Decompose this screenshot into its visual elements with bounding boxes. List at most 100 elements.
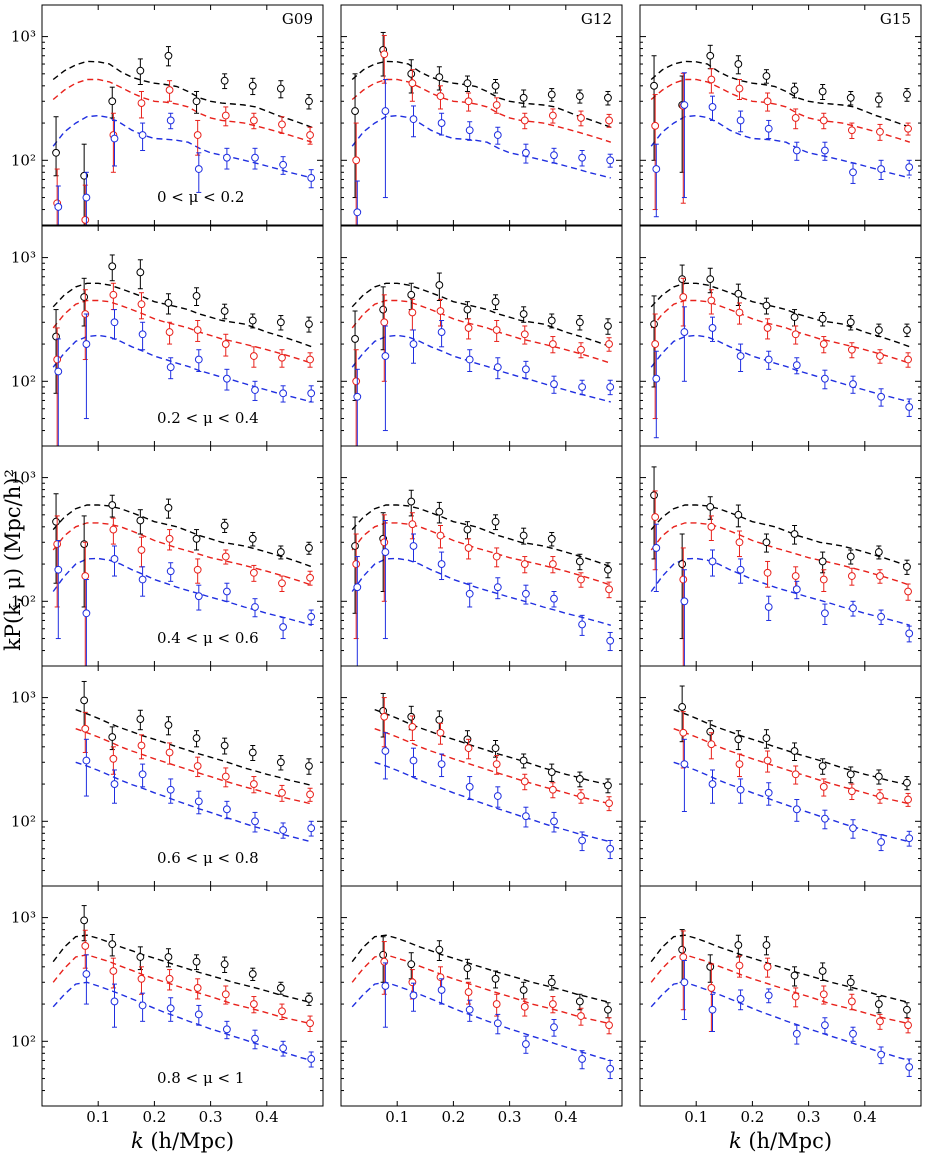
- data-point-total: [164, 299, 173, 307]
- data-point-red: [763, 324, 772, 332]
- data-point-blue: [521, 589, 530, 598]
- data-point-red: [577, 792, 585, 800]
- data-point-blue: [521, 365, 530, 374]
- data-point-total: [248, 316, 257, 325]
- data-point-blue: [680, 760, 689, 768]
- data-point-red: [904, 124, 912, 133]
- data-point-blue: [764, 603, 773, 611]
- data-point-total: [818, 967, 827, 975]
- data-point-total: [407, 69, 416, 78]
- data-point-blue: [877, 838, 885, 846]
- data-point-blue: [521, 148, 530, 157]
- data-point-blue: [493, 1019, 502, 1028]
- model-line-total: [650, 282, 911, 348]
- data-point-red: [520, 560, 529, 568]
- data-point-red: [876, 1017, 884, 1026]
- x-axis-units: (h/Mpc): [144, 1129, 234, 1153]
- data-point-total: [519, 310, 528, 318]
- data-point-blue: [606, 1064, 615, 1073]
- panel-g15-row4: [639, 665, 922, 887]
- data-point-total: [379, 305, 388, 314]
- y-tick-label: 10³: [11, 909, 36, 927]
- data-point-blue: [307, 389, 316, 398]
- data-point-red: [249, 568, 258, 577]
- data-point-total: [136, 715, 145, 724]
- y-tick-label: 10³: [11, 689, 36, 707]
- data-point-total: [575, 775, 584, 783]
- data-point-blue: [680, 101, 689, 109]
- data-point-red: [109, 525, 118, 534]
- data-point-red: [763, 568, 772, 577]
- data-point-total: [519, 531, 528, 540]
- data-point-total: [547, 316, 556, 325]
- data-point-blue: [764, 991, 773, 1000]
- mu-bin-label: 0.4 < μ < 0.6: [157, 629, 259, 647]
- data-point-red: [165, 534, 174, 543]
- data-point-blue: [138, 1001, 147, 1010]
- data-point-blue: [708, 780, 717, 788]
- data-point-red: [306, 355, 314, 364]
- data-point-red: [436, 973, 445, 982]
- data-point-blue: [736, 785, 745, 794]
- data-point-red: [492, 1000, 501, 1008]
- data-point-blue: [409, 542, 418, 550]
- data-point-blue: [409, 340, 418, 348]
- data-point-blue: [409, 991, 418, 1000]
- data-point-blue: [905, 1063, 914, 1071]
- data-point-total: [407, 497, 416, 506]
- data-point-blue: [166, 116, 175, 125]
- data-point-red: [53, 540, 62, 548]
- data-point-blue: [409, 756, 418, 765]
- model-line-red: [650, 954, 910, 1025]
- data-point-red: [876, 572, 884, 580]
- data-point-total: [108, 733, 117, 741]
- model-line-total: [650, 60, 911, 128]
- model-line-red: [351, 954, 611, 1025]
- data-point-blue: [736, 995, 745, 1003]
- x-tick-label: 0.1: [385, 1108, 409, 1126]
- data-point-blue: [437, 986, 446, 994]
- data-point-blue: [437, 560, 446, 568]
- data-point-blue: [251, 153, 259, 162]
- data-point-total: [435, 716, 444, 724]
- data-point-red: [464, 324, 473, 332]
- data-point-blue: [54, 367, 63, 376]
- data-point-red: [492, 326, 501, 334]
- data-point-total: [435, 281, 444, 289]
- panel-plot-area: [52, 46, 316, 225]
- data-point-red: [137, 99, 146, 107]
- field-label: G15: [880, 10, 911, 28]
- mu-bin-label: 0.8 < μ < 1: [157, 1069, 244, 1087]
- data-point-red: [306, 131, 314, 139]
- data-point-blue: [680, 328, 689, 336]
- model-line-blue: [52, 334, 312, 403]
- data-point-red: [492, 101, 501, 109]
- data-point-total: [706, 502, 715, 511]
- data-point-red: [53, 355, 62, 364]
- data-point-red: [577, 345, 585, 354]
- data-point-total: [491, 517, 500, 526]
- data-point-total: [734, 60, 743, 68]
- data-point-total: [678, 275, 687, 284]
- data-point-blue: [353, 583, 362, 592]
- x-tick-label: 0.2: [740, 1108, 764, 1126]
- data-point-total: [491, 744, 500, 753]
- model-line-red: [374, 728, 611, 805]
- data-point-red: [847, 997, 856, 1006]
- x-axis-symbol: k: [729, 1129, 742, 1153]
- data-point-red: [847, 345, 856, 354]
- data-point-blue: [578, 383, 586, 391]
- y-tick-label: 10²: [11, 1032, 36, 1050]
- data-point-blue: [792, 585, 801, 594]
- data-point-total: [80, 540, 89, 548]
- model-line-total: [52, 60, 313, 128]
- data-point-red: [306, 573, 314, 582]
- data-point-blue: [222, 587, 231, 596]
- data-point-red: [605, 1021, 613, 1030]
- model-line-blue: [673, 761, 910, 843]
- model-line-red: [650, 522, 911, 586]
- data-point-total: [575, 997, 584, 1006]
- data-point-total: [762, 72, 771, 80]
- data-point-blue: [578, 153, 586, 162]
- data-point-blue: [138, 330, 147, 339]
